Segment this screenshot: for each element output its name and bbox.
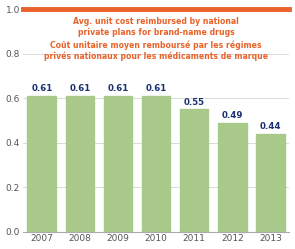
Text: 0.61: 0.61 [69,84,91,93]
Text: 0.61: 0.61 [107,84,129,93]
Bar [256,134,285,232]
Bar [218,123,247,232]
Bar [180,109,209,232]
Bar [27,96,56,232]
Text: Avg. unit cost reimbursed by national: Avg. unit cost reimbursed by national [73,17,239,26]
Text: 0.44: 0.44 [260,122,281,131]
Text: privés nationaux pour les médicaments de marque: privés nationaux pour les médicaments de… [44,52,268,61]
Text: 0.61: 0.61 [31,84,53,93]
Text: private plans for brand-name drugs: private plans for brand-name drugs [78,28,235,37]
Text: 0.61: 0.61 [145,84,167,93]
Bar [104,96,132,232]
Text: Coût unitaire moyen remboursé par les régimes: Coût unitaire moyen remboursé par les ré… [50,41,262,50]
Text: 0.49: 0.49 [222,111,243,120]
Bar [142,96,171,232]
Text: 0.55: 0.55 [184,98,205,107]
Bar [65,96,94,232]
